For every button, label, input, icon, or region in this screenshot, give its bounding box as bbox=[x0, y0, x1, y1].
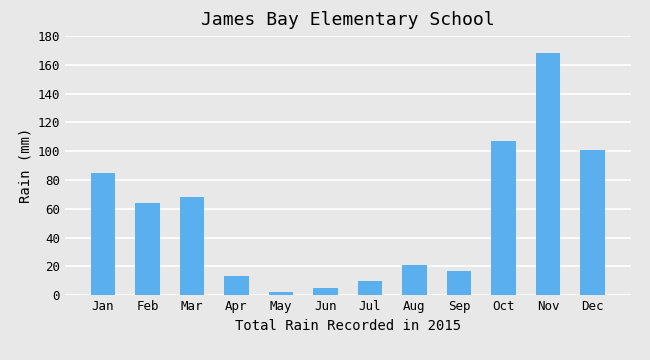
Bar bbox=[536, 53, 560, 295]
X-axis label: Total Rain Recorded in 2015: Total Rain Recorded in 2015 bbox=[235, 319, 461, 333]
Bar bbox=[268, 292, 293, 295]
Bar bbox=[91, 173, 115, 295]
Bar bbox=[135, 203, 160, 295]
Bar bbox=[358, 281, 382, 295]
Bar bbox=[491, 141, 516, 295]
Bar bbox=[313, 288, 338, 295]
Title: James Bay Elementary School: James Bay Elementary School bbox=[201, 11, 495, 29]
Bar bbox=[224, 276, 249, 295]
Bar bbox=[402, 265, 427, 295]
Bar bbox=[580, 150, 605, 295]
Bar bbox=[447, 271, 471, 295]
Y-axis label: Rain (mm): Rain (mm) bbox=[18, 128, 32, 203]
Bar bbox=[179, 197, 204, 295]
